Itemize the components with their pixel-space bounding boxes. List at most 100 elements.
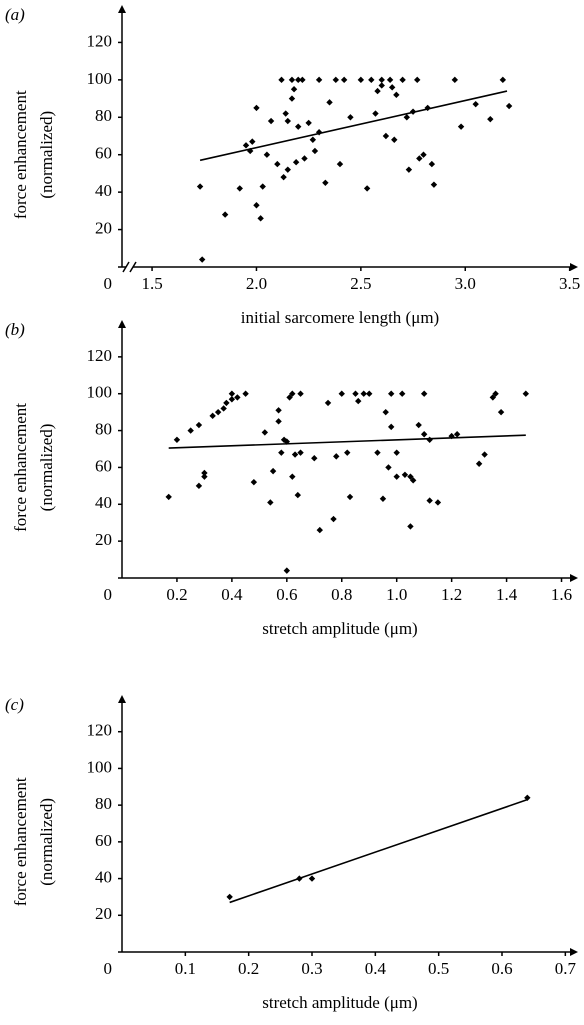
data-point — [475, 460, 483, 467]
y-axis-label: force enhancement — [11, 777, 30, 906]
y-tick-label: 20 — [95, 904, 112, 923]
y-axis-arrow — [118, 695, 126, 703]
data-point — [253, 202, 260, 209]
data-point — [226, 893, 233, 901]
x-tick-label: 0.2 — [238, 959, 259, 978]
x-tick-label: 0.8 — [331, 585, 352, 604]
y-axis-arrow — [118, 5, 126, 13]
data-point — [453, 431, 461, 438]
data-point — [382, 408, 389, 416]
data-point — [379, 495, 387, 502]
y-tick-label: 100 — [87, 383, 113, 402]
data-point — [275, 418, 282, 425]
y-tick-label: 40 — [95, 493, 112, 512]
trend-line — [168, 434, 526, 449]
data-point — [228, 396, 236, 403]
data-point — [187, 427, 194, 434]
data-point — [409, 477, 417, 484]
data-point — [382, 132, 390, 140]
data-point — [472, 100, 479, 108]
data-point — [332, 76, 340, 84]
data-point — [524, 794, 531, 801]
data-point — [261, 429, 269, 436]
data-point — [283, 567, 291, 574]
x-tick-label: 3.0 — [455, 274, 476, 293]
x-axis-arrow — [570, 574, 578, 582]
data-point — [426, 436, 433, 443]
data-point — [289, 390, 296, 397]
x-tick-label: 1.4 — [496, 585, 518, 604]
data-point — [407, 473, 414, 480]
x-tick-label: 0.2 — [166, 585, 187, 604]
data-point — [267, 117, 275, 125]
y-tick-label: 80 — [95, 106, 112, 125]
y-tick-label: 40 — [95, 181, 112, 200]
data-point — [299, 76, 306, 84]
x-tick-label: 0.1 — [175, 959, 196, 978]
data-point — [201, 469, 208, 477]
x-axis-label: stretch amplitude (μm) — [262, 619, 417, 638]
data-point — [165, 493, 172, 501]
y-axis-arrow — [118, 320, 126, 328]
data-point — [347, 114, 354, 121]
axis-break — [122, 261, 130, 273]
data-point — [198, 256, 206, 263]
data-point — [267, 499, 274, 506]
data-point — [196, 183, 204, 190]
data-point — [289, 473, 296, 480]
data-point — [388, 423, 395, 431]
data-point — [344, 449, 351, 456]
data-point — [420, 151, 427, 158]
data-point — [346, 493, 354, 501]
data-point — [497, 408, 505, 416]
data-point — [385, 464, 392, 471]
data-point — [284, 166, 291, 173]
data-point — [492, 390, 499, 397]
data-point — [481, 451, 488, 458]
y-tick-label: 0 — [104, 585, 113, 604]
data-point — [355, 397, 362, 405]
data-point — [295, 76, 302, 84]
data-point — [378, 76, 385, 84]
y-tick-label: 60 — [95, 831, 112, 850]
data-point — [242, 142, 250, 149]
data-point — [223, 399, 230, 407]
y-tick-label: 20 — [95, 218, 112, 237]
data-point — [401, 471, 409, 478]
data-point — [315, 76, 323, 84]
data-point — [407, 523, 414, 530]
y-tick-label: 0 — [104, 274, 113, 293]
data-point — [284, 117, 291, 125]
y-tick-label: 60 — [95, 144, 112, 163]
data-point — [236, 185, 243, 192]
data-point — [368, 76, 375, 84]
data-point — [393, 449, 400, 456]
data-point — [420, 390, 428, 397]
data-point — [214, 408, 222, 416]
data-point — [374, 449, 381, 456]
y-tick-label: 100 — [87, 69, 113, 88]
data-point — [305, 119, 312, 127]
data-point — [378, 82, 385, 89]
data-point — [290, 86, 298, 93]
data-point — [228, 390, 236, 397]
data-point — [357, 76, 365, 84]
data-point — [292, 159, 300, 166]
data-point — [294, 491, 302, 499]
data-point — [209, 412, 216, 420]
data-point — [259, 183, 266, 190]
trend-line — [199, 90, 508, 162]
data-point — [374, 87, 381, 95]
data-point — [278, 76, 285, 84]
data-point — [274, 160, 281, 168]
y-axis-label: force enhancement — [11, 403, 30, 532]
x-tick-label: 0.4 — [365, 959, 387, 978]
y-tick-label: 80 — [95, 419, 112, 438]
x-axis-label: stretch amplitude (μm) — [262, 993, 417, 1012]
y-axis-label: (normalized) — [37, 424, 56, 512]
data-point — [399, 76, 406, 84]
data-point — [338, 390, 345, 397]
data-point — [201, 473, 208, 480]
data-point — [388, 84, 396, 91]
